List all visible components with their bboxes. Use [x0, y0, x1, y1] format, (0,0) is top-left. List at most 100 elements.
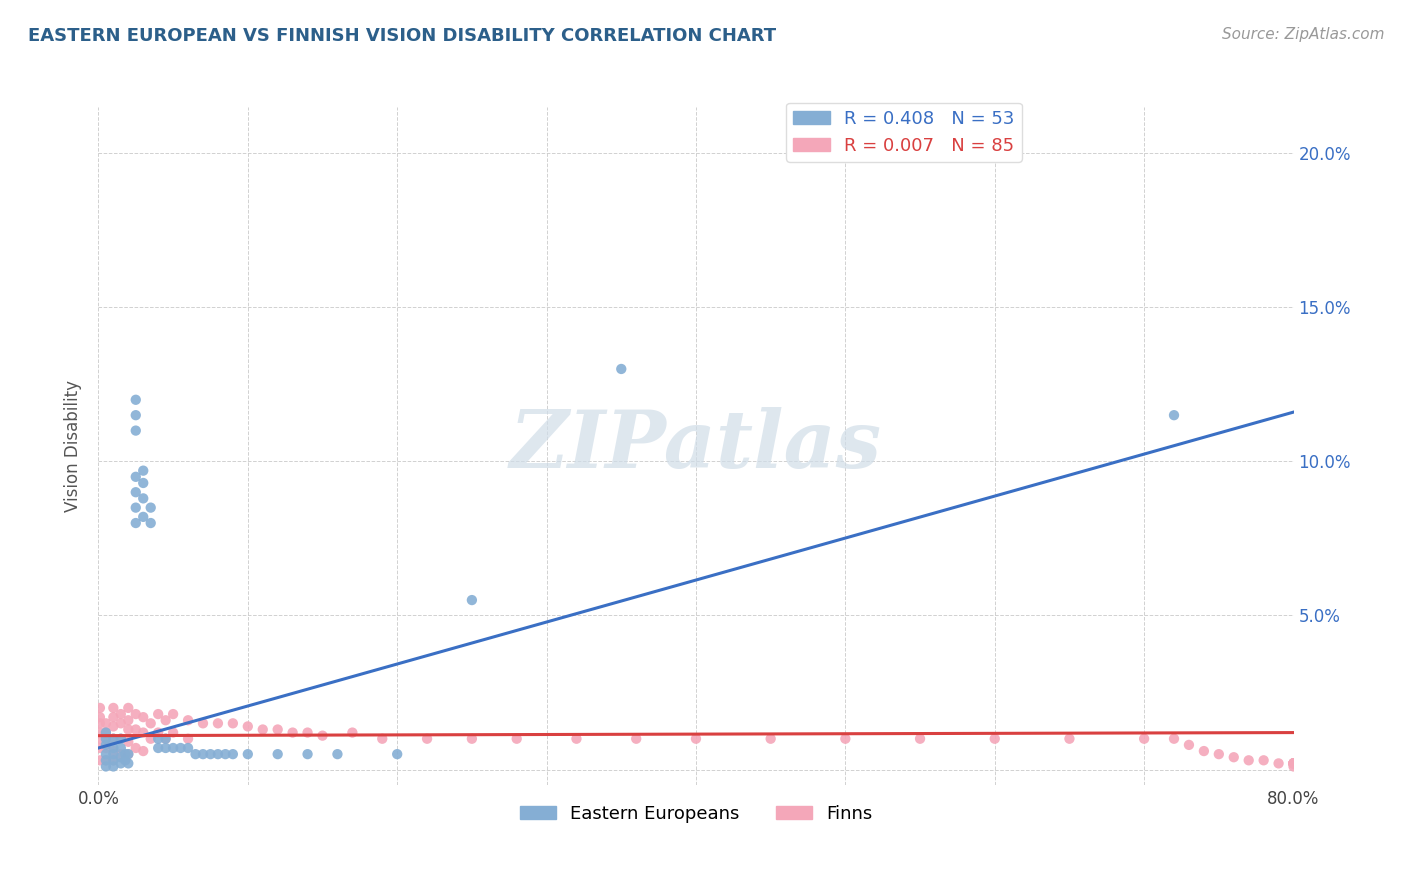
Point — [132, 509, 155, 524]
Point — [94, 753, 117, 767]
Point — [162, 741, 184, 756]
Point — [461, 593, 484, 607]
Point — [385, 747, 409, 761]
Point — [125, 408, 148, 422]
Point — [834, 731, 856, 746]
Point — [326, 747, 349, 761]
Point — [125, 723, 148, 737]
Point — [222, 716, 245, 731]
Point — [184, 747, 207, 761]
Point — [342, 725, 364, 739]
Point — [103, 759, 125, 773]
Point — [191, 716, 214, 731]
Point — [103, 731, 125, 746]
Point — [110, 716, 132, 731]
Point — [125, 707, 148, 722]
Point — [125, 392, 148, 407]
Point — [94, 759, 117, 773]
Point — [89, 731, 111, 746]
Point — [1282, 756, 1305, 771]
Point — [110, 731, 132, 746]
Point — [110, 750, 132, 764]
Point — [139, 516, 162, 530]
Point — [177, 713, 200, 727]
Point — [1282, 756, 1305, 771]
Point — [207, 716, 229, 731]
Point — [89, 701, 111, 715]
Point — [1282, 756, 1305, 771]
Point — [148, 707, 170, 722]
Point — [177, 731, 200, 746]
Point — [94, 741, 117, 756]
Point — [103, 753, 125, 767]
Point — [759, 731, 782, 746]
Point — [222, 747, 245, 761]
Text: ZIPatlas: ZIPatlas — [510, 408, 882, 484]
Point — [117, 713, 139, 727]
Point — [110, 747, 132, 761]
Point — [103, 747, 125, 761]
Point — [125, 470, 148, 484]
Point — [89, 753, 111, 767]
Point — [506, 731, 529, 746]
Point — [1163, 731, 1185, 746]
Point — [1192, 744, 1215, 758]
Point — [1282, 756, 1305, 771]
Point — [1178, 738, 1201, 752]
Point — [125, 485, 148, 500]
Point — [103, 753, 125, 767]
Point — [984, 731, 1007, 746]
Point — [252, 723, 274, 737]
Point — [89, 710, 111, 724]
Point — [685, 731, 707, 746]
Point — [155, 731, 177, 746]
Point — [103, 701, 125, 715]
Point — [117, 701, 139, 715]
Point — [1208, 747, 1230, 761]
Point — [610, 362, 633, 376]
Point — [1282, 759, 1305, 773]
Point — [1253, 753, 1275, 767]
Point — [177, 741, 200, 756]
Point — [191, 747, 214, 761]
Point — [214, 747, 236, 761]
Point — [110, 756, 132, 771]
Point — [297, 747, 319, 761]
Point — [1237, 753, 1260, 767]
Point — [371, 731, 394, 746]
Point — [148, 725, 170, 739]
Point — [162, 707, 184, 722]
Point — [1282, 756, 1305, 771]
Point — [1163, 408, 1185, 422]
Point — [155, 713, 177, 727]
Point — [89, 741, 111, 756]
Point — [1282, 756, 1305, 771]
Point — [281, 725, 304, 739]
Text: EASTERN EUROPEAN VS FINNISH VISION DISABILITY CORRELATION CHART: EASTERN EUROPEAN VS FINNISH VISION DISAB… — [28, 27, 776, 45]
Point — [139, 500, 162, 515]
Point — [94, 747, 117, 761]
Point — [132, 491, 155, 506]
Point — [89, 716, 111, 731]
Legend: Eastern Europeans, Finns: Eastern Europeans, Finns — [512, 797, 880, 830]
Point — [94, 725, 117, 739]
Point — [110, 741, 132, 756]
Point — [110, 731, 132, 746]
Point — [200, 747, 222, 761]
Point — [1223, 750, 1246, 764]
Point — [169, 741, 191, 756]
Point — [155, 731, 177, 746]
Point — [132, 464, 155, 478]
Point — [908, 731, 931, 746]
Point — [103, 710, 125, 724]
Point — [1282, 756, 1305, 771]
Point — [1059, 731, 1081, 746]
Point — [125, 516, 148, 530]
Point — [132, 744, 155, 758]
Point — [94, 738, 117, 752]
Point — [89, 725, 111, 739]
Point — [132, 725, 155, 739]
Point — [207, 747, 229, 761]
Point — [267, 723, 290, 737]
Y-axis label: Vision Disability: Vision Disability — [65, 380, 83, 512]
